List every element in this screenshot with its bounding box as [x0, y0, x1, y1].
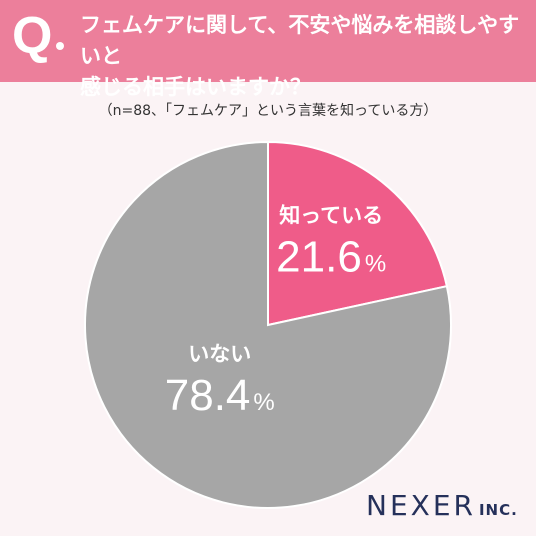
question-line-2: 感じる相手はいますか？	[80, 75, 311, 99]
slice-value-number-1: 78.4	[165, 371, 251, 420]
slice-value-0: 21.6%	[276, 233, 386, 282]
q-mark: Q	[12, 7, 53, 65]
sample-note: （n=88、「フェムケア」という言葉を知っている方）	[98, 103, 438, 119]
slice-value-unit-1: %	[253, 389, 274, 416]
q-dot-icon	[56, 42, 64, 50]
slice-label-1: いない	[188, 342, 251, 366]
slice-value-unit-0: %	[365, 251, 386, 278]
brand-logo: NEXER INC.	[366, 492, 518, 520]
brand-name: NEXER	[366, 489, 476, 522]
question-header: Q フェムケアに関して、不安や悩みを相談しやすいと 感じる相手はいますか？	[0, 0, 536, 99]
slice-value-1: 78.4%	[165, 371, 275, 420]
brand-suffix: INC.	[478, 501, 518, 519]
pie-slice-1	[84, 140, 452, 509]
question-line-1: フェムケアに関して、不安や悩みを相談しやすいと	[80, 13, 520, 68]
slice-label-0: 知っている	[279, 204, 383, 228]
slice-value-number-0: 21.6	[276, 233, 362, 282]
pie-slice-0	[267, 140, 449, 327]
question-text: フェムケアに関して、不安や悩みを相談しやすいと 感じる相手はいますか？	[80, 10, 528, 103]
